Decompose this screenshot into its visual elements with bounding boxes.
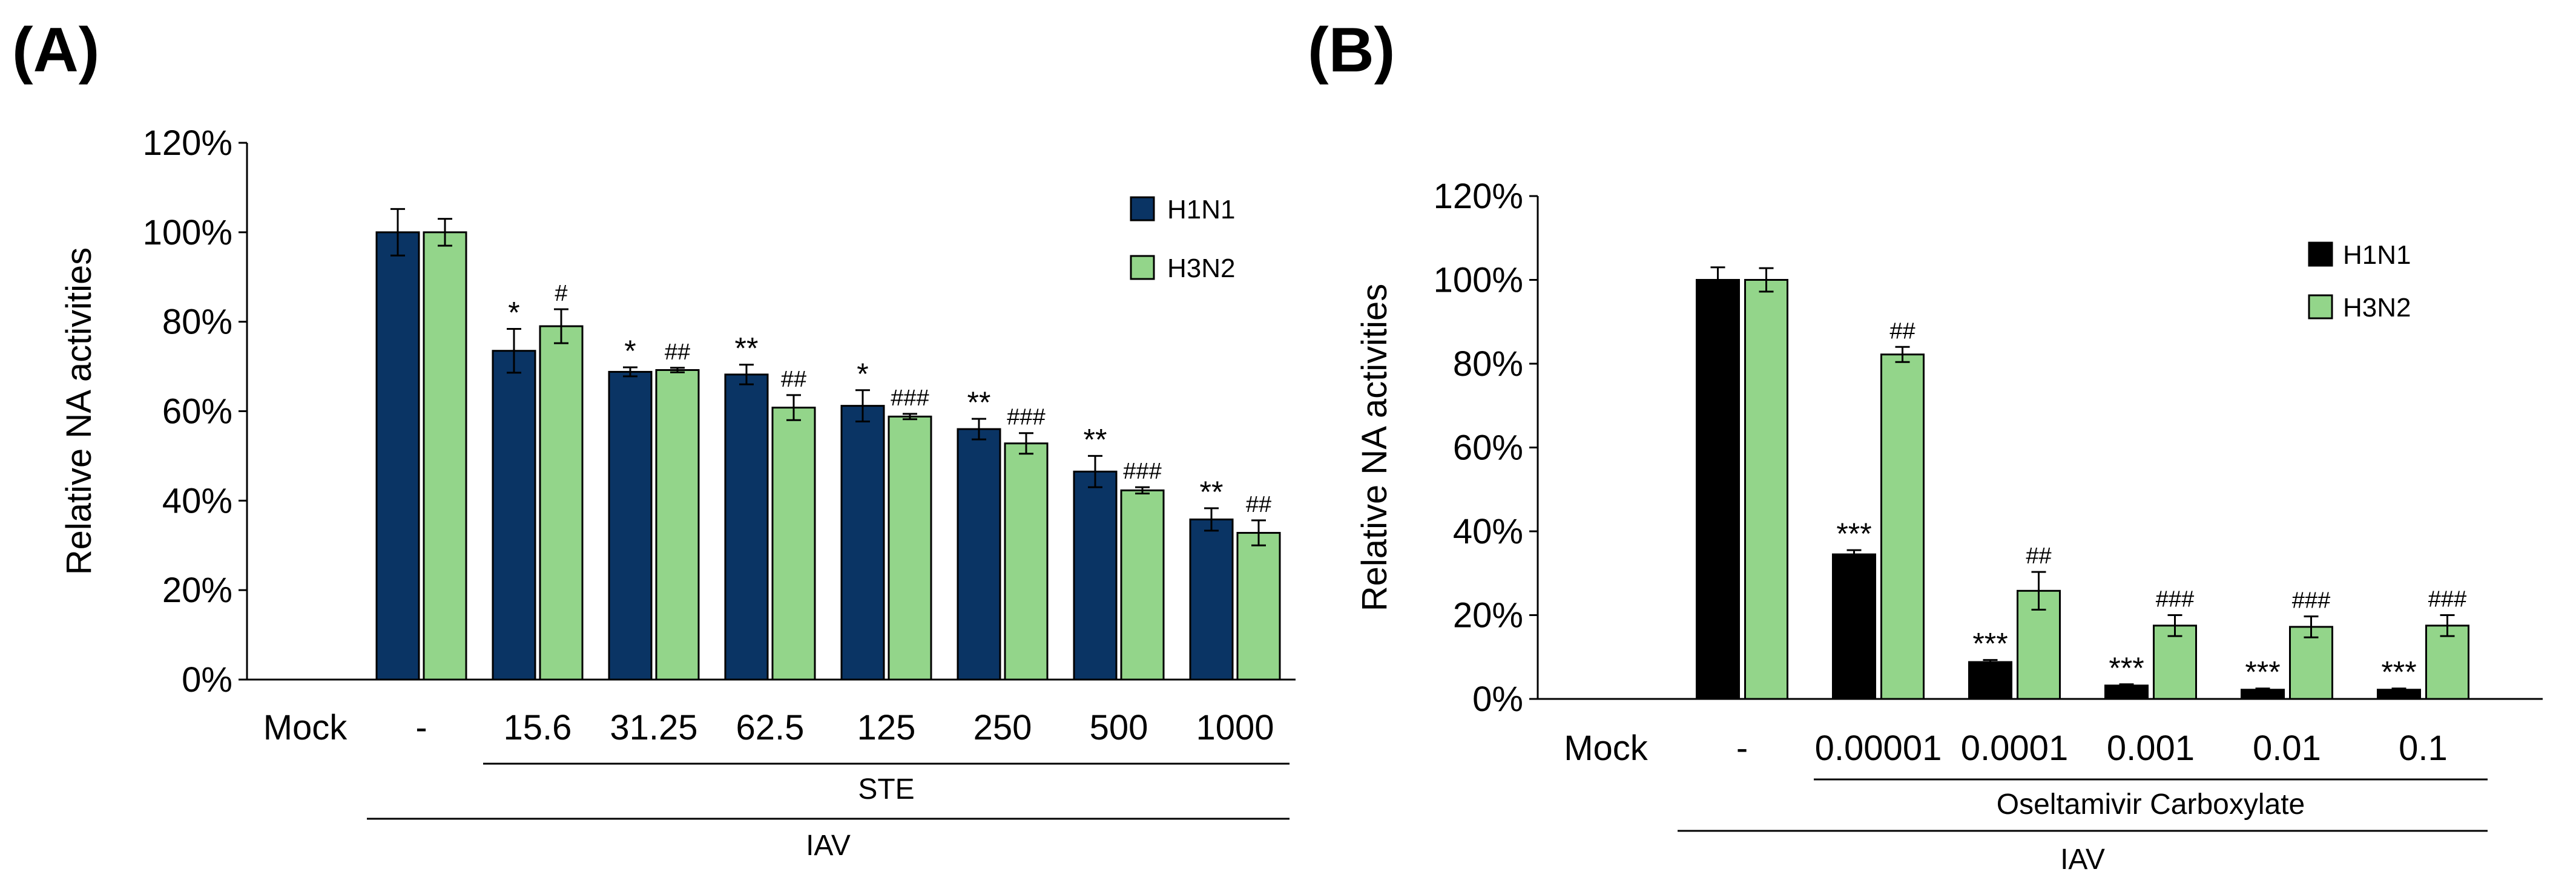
x-tick-label: 31.25 [610, 708, 697, 747]
y-tick-label: 100% [1434, 261, 1523, 300]
legend-swatch-h3n2 [1130, 255, 1155, 280]
legend-label: H1N1 [2343, 240, 2411, 270]
bar-h3n2 [1004, 442, 1049, 681]
y-tick-label: 120% [143, 123, 232, 163]
y-tick-label: 60% [1453, 428, 1523, 468]
legend-swatch-h1n1 [1130, 196, 1155, 221]
x-tick-label: 62.5 [736, 708, 805, 747]
significance-mark: *** [2381, 655, 2416, 689]
legend-swatch-h3n2 [2308, 294, 2333, 320]
significance-mark: *** [2245, 655, 2280, 689]
significance-mark: ## [1246, 492, 1271, 517]
significance-mark: ### [2156, 587, 2194, 612]
panel-label: (B) [1308, 15, 1395, 85]
legend-label: H3N2 [2343, 293, 2411, 323]
y-tick-label: 20% [162, 571, 232, 610]
bar-h3n2 [655, 369, 700, 681]
x-tick-label: 0.0001 [1961, 729, 2068, 768]
panel-label: (A) [12, 15, 99, 85]
x-tick-label: 0.1 [2399, 729, 2448, 768]
bar-h1n1 [840, 405, 885, 681]
bar-h3n2 [539, 325, 584, 681]
bar-h1n1 [1073, 470, 1118, 681]
x-tick-label: - [1736, 729, 1748, 768]
group-bracket-label: IAV [2060, 844, 2105, 876]
legend-label: H1N1 [1167, 195, 1236, 225]
significance-mark: ** [1200, 475, 1224, 509]
significance-mark: *** [2109, 651, 2144, 685]
y-tick-label: 120% [1434, 177, 1523, 216]
bar-h3n2 [1120, 489, 1165, 681]
chart-panel-a: (A) 0% 20% 40% 60% 80% 100% 120% Relative NA act… [12, 15, 1296, 862]
bar-h3n2 [771, 407, 816, 681]
y-tick-label: 60% [162, 392, 232, 431]
bar-h3n2 [2425, 625, 2469, 700]
significance-mark: ### [1123, 459, 1161, 484]
significance-mark: ## [665, 339, 690, 365]
significance-mark: *** [1836, 517, 1871, 551]
y-tick-label: 0% [182, 660, 232, 700]
significance-mark: ### [2428, 587, 2466, 612]
chart-panel-b: (B) 0% 20% 40% 60% 80% 100% 120% Relative NA act… [1308, 15, 2543, 876]
significance-mark: ### [1007, 405, 1045, 430]
bar-h3n2 [1236, 532, 1281, 681]
significance-mark: ** [967, 385, 991, 419]
y-tick-label: 20% [1453, 596, 1523, 635]
x-tick-label: 500 [1090, 708, 1148, 747]
y-tick-label: 40% [1453, 512, 1523, 551]
bar-h1n1 [724, 373, 769, 681]
group-bracket-label: IAV [806, 830, 851, 862]
x-tick-label: - [415, 708, 427, 747]
bar-h3n2 [888, 415, 932, 681]
y-tick-label: 80% [162, 303, 232, 342]
legend-swatch-h1n1 [2308, 241, 2333, 267]
bar-h1n1 [1696, 279, 1740, 700]
bar-h3n2 [1744, 279, 1788, 700]
y-axis-title: Relative NA activities [59, 248, 99, 575]
y-tick-label: 80% [1453, 344, 1523, 384]
x-tick-label: 0.00001 [1815, 729, 1942, 768]
significance-mark: * [508, 295, 519, 329]
bar-h3n2 [1880, 353, 1925, 700]
significance-mark: ** [735, 332, 759, 366]
significance-mark: ## [1889, 318, 1915, 344]
x-tick-label: 0.001 [2107, 729, 2195, 768]
bar-h1n1 [608, 370, 653, 681]
legend-label: H3N2 [1167, 254, 1236, 283]
x-tick-label: Mock [263, 708, 348, 747]
bar-h1n1 [1832, 553, 1876, 700]
significance-mark: ### [891, 385, 929, 411]
y-tick-label: 40% [162, 481, 232, 520]
bar-h3n2 [423, 231, 467, 681]
x-tick-label: 0.01 [2253, 729, 2321, 768]
bar-h3n2 [2289, 626, 2333, 700]
bar-h1n1 [957, 428, 1001, 681]
x-tick-label: 125 [857, 708, 916, 747]
x-tick-label: 15.6 [504, 708, 572, 747]
significance-mark: *** [1972, 627, 2008, 661]
y-tick-label: 100% [143, 213, 232, 252]
x-tick-label: 250 [973, 708, 1032, 747]
x-tick-label: Mock [1564, 729, 1649, 768]
bar-h1n1 [492, 350, 536, 681]
significance-mark: ## [2026, 543, 2051, 569]
bar-h1n1 [1189, 518, 1234, 681]
significance-mark: # [555, 281, 567, 306]
x-tick-label: 1000 [1196, 708, 1274, 747]
significance-mark: * [624, 334, 636, 368]
significance-mark: ** [1084, 422, 1107, 456]
bar-h1n1 [1968, 661, 2012, 700]
y-tick-label: 0% [1472, 680, 1523, 719]
bar-h1n1 [375, 231, 420, 681]
y-axis-title: Relative NA activities [1355, 284, 1394, 612]
significance-mark: ### [2292, 588, 2330, 614]
group-bracket-label: Oseltamivir Carboxylate [1997, 788, 2305, 821]
significance-mark: ## [781, 367, 806, 392]
group-bracket-label: STE [858, 773, 914, 805]
significance-mark: * [857, 357, 868, 391]
